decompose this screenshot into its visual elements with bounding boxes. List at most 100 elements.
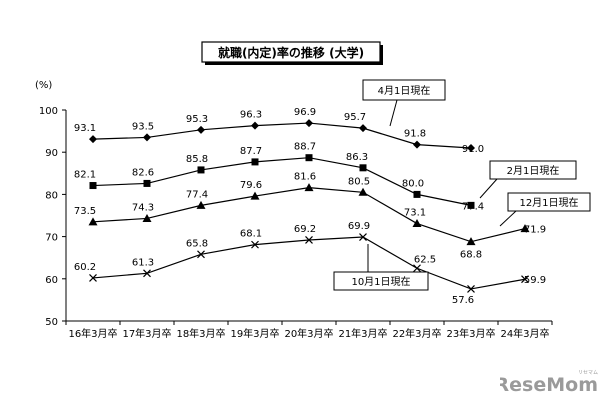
triangle-marker (520, 224, 530, 233)
y-tick-label: 70 (45, 233, 58, 244)
x-marker (521, 275, 529, 284)
data-label: 87.7 (240, 146, 262, 157)
data-label: 74.3 (132, 202, 154, 213)
x-marker (467, 285, 475, 293)
series-layer (88, 119, 530, 293)
data-label: 95.3 (186, 114, 208, 125)
data-label: 61.3 (132, 257, 154, 268)
callout-label: 10月1日現在 (351, 276, 410, 288)
x-marker (197, 250, 205, 259)
callout-label: 2月1日現在 (507, 165, 560, 177)
data-label: 95.7 (344, 112, 366, 123)
data-label: 73.1 (404, 208, 426, 219)
series-square (89, 154, 475, 209)
data-label: 77.4 (462, 201, 484, 212)
x-marker (143, 269, 151, 278)
data-label: 81.6 (294, 172, 316, 183)
x-tick-label: 17年3月卒 (122, 327, 171, 340)
triangle-marker (304, 183, 314, 192)
callout-box (489, 160, 577, 180)
data-label: 59.9 (524, 275, 546, 286)
logo-text: ReseMom (500, 374, 598, 396)
x-marker (413, 264, 421, 273)
data-label: 88.7 (294, 142, 316, 153)
x-tick-label: 16年3月卒 (68, 327, 117, 340)
callout-leader-line (499, 210, 517, 227)
diamond-marker (413, 140, 421, 149)
diamond-marker (143, 133, 151, 142)
data-label: 96.3 (240, 110, 262, 121)
data-label: 85.8 (186, 154, 208, 165)
logo-ruby: リセマム (578, 370, 598, 376)
diamond-marker (467, 143, 475, 152)
data-label: 69.2 (294, 224, 316, 235)
callout-leader-line (389, 99, 398, 127)
x-marker (251, 240, 259, 249)
data-label: 77.4 (186, 189, 208, 200)
square-marker (413, 190, 421, 198)
square-marker (143, 179, 151, 187)
callout-leader-line (479, 178, 498, 199)
square-marker (359, 164, 367, 172)
x-tick-label: 22年3月卒 (392, 327, 441, 340)
diamond-marker (251, 121, 259, 130)
data-label: 65.8 (186, 238, 208, 249)
series-callout: 2月1日現在 (479, 160, 577, 199)
data-label: 68.1 (240, 229, 262, 240)
series-callout: 12月1日現在 (499, 192, 591, 227)
data-label: 82.6 (132, 167, 154, 178)
diamond-marker (305, 119, 313, 128)
data-label: 71.9 (524, 225, 546, 236)
triangle-marker (88, 217, 98, 226)
data-label: 68.8 (460, 250, 482, 261)
data-label: 73.5 (74, 206, 96, 217)
square-marker (89, 182, 97, 190)
data-label: 60.2 (74, 262, 96, 273)
x-tick-label: 20年3月卒 (284, 327, 333, 340)
series-diamond (89, 119, 475, 152)
callout-box (507, 192, 591, 212)
triangle-marker (412, 219, 422, 228)
diamond-marker (89, 135, 97, 144)
square-marker (467, 201, 475, 209)
square-marker (305, 154, 313, 162)
x-marker (305, 236, 313, 244)
callouts-layer: 4月1日現在 2月1日現在 12月1日現在 10月1日現在 (333, 79, 591, 291)
data-label: 91.0 (462, 144, 484, 155)
chart-title-box (201, 41, 381, 63)
y-tick-label: 90 (45, 148, 58, 159)
data-label: 91.8 (404, 129, 426, 140)
axes: 50 60 70 80 90 100 16年3月卒 17年3月卒 18年3月卒 19年3月卒 20年… (39, 106, 553, 340)
data-label: 86.3 (346, 152, 368, 163)
data-label: 62.5 (414, 254, 436, 265)
y-tick-label: 100 (39, 106, 58, 117)
x-tick-label: 18年3月卒 (176, 327, 225, 340)
data-label: 80.0 (402, 178, 424, 189)
square-marker (251, 158, 259, 166)
callout-box (333, 271, 429, 291)
data-label: 80.5 (348, 176, 370, 187)
data-label: 93.1 (74, 123, 96, 134)
series-callout: 10月1日現在 (333, 244, 429, 291)
series-x (89, 233, 529, 293)
data-label: 57.6 (452, 295, 474, 306)
data-label: 93.5 (132, 121, 154, 132)
x-marker (89, 274, 97, 282)
data-labels-layer: 93.1 93.5 95.3 96.3 96.9 95.7 91.8 91.0 82.1 82.6… (74, 107, 546, 306)
x-marker (359, 233, 367, 241)
callout-label: 12月1日現在 (519, 197, 578, 209)
resemom-logo: リセマム ReseMom (500, 370, 598, 396)
series-triangle (88, 183, 530, 246)
triangle-marker (466, 237, 476, 246)
callout-box (362, 79, 446, 101)
series-line (92, 122, 472, 149)
triangle-marker (142, 213, 152, 222)
data-label: 79.6 (240, 180, 262, 191)
y-tick-label: 60 (45, 275, 58, 286)
x-tick-label: 19年3月卒 (230, 327, 279, 340)
x-tick-label: 23年3月卒 (446, 327, 495, 340)
data-label: 69.9 (348, 221, 370, 232)
y-tick-label: 50 (45, 317, 58, 328)
series-line (92, 157, 472, 206)
